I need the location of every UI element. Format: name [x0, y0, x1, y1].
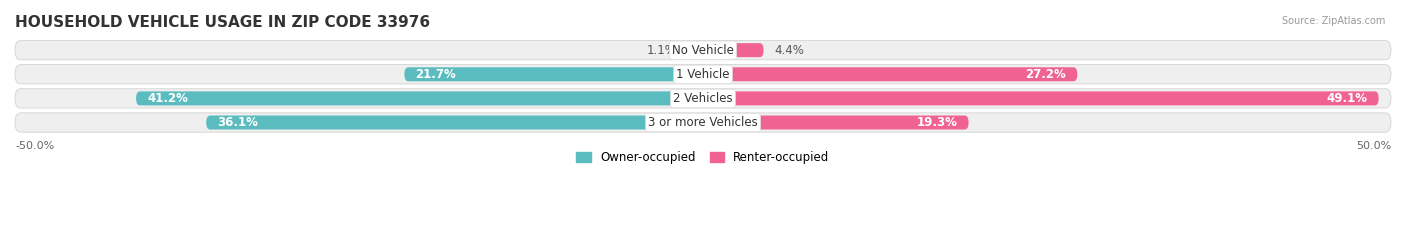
FancyBboxPatch shape	[703, 67, 1077, 81]
Text: 19.3%: 19.3%	[917, 116, 957, 129]
Text: 49.1%: 49.1%	[1327, 92, 1368, 105]
Legend: Owner-occupied, Renter-occupied: Owner-occupied, Renter-occupied	[572, 147, 834, 169]
Text: 36.1%: 36.1%	[218, 116, 259, 129]
Text: 1.1%: 1.1%	[647, 44, 676, 57]
FancyBboxPatch shape	[703, 91, 1379, 105]
FancyBboxPatch shape	[207, 116, 703, 130]
FancyBboxPatch shape	[15, 65, 1391, 84]
FancyBboxPatch shape	[15, 113, 1391, 132]
FancyBboxPatch shape	[136, 91, 703, 105]
Text: Source: ZipAtlas.com: Source: ZipAtlas.com	[1281, 16, 1385, 26]
FancyBboxPatch shape	[405, 67, 703, 81]
Text: -50.0%: -50.0%	[15, 141, 55, 151]
Text: 41.2%: 41.2%	[148, 92, 188, 105]
Text: HOUSEHOLD VEHICLE USAGE IN ZIP CODE 33976: HOUSEHOLD VEHICLE USAGE IN ZIP CODE 3397…	[15, 15, 430, 30]
Text: No Vehicle: No Vehicle	[672, 44, 734, 57]
FancyBboxPatch shape	[703, 43, 763, 57]
FancyBboxPatch shape	[688, 43, 703, 57]
Text: 50.0%: 50.0%	[1355, 141, 1391, 151]
Text: 3 or more Vehicles: 3 or more Vehicles	[648, 116, 758, 129]
Text: 1 Vehicle: 1 Vehicle	[676, 68, 730, 81]
FancyBboxPatch shape	[703, 116, 969, 130]
Text: 2 Vehicles: 2 Vehicles	[673, 92, 733, 105]
Text: 27.2%: 27.2%	[1025, 68, 1066, 81]
FancyBboxPatch shape	[15, 41, 1391, 60]
Text: 21.7%: 21.7%	[415, 68, 456, 81]
FancyBboxPatch shape	[15, 89, 1391, 108]
Text: 4.4%: 4.4%	[775, 44, 804, 57]
